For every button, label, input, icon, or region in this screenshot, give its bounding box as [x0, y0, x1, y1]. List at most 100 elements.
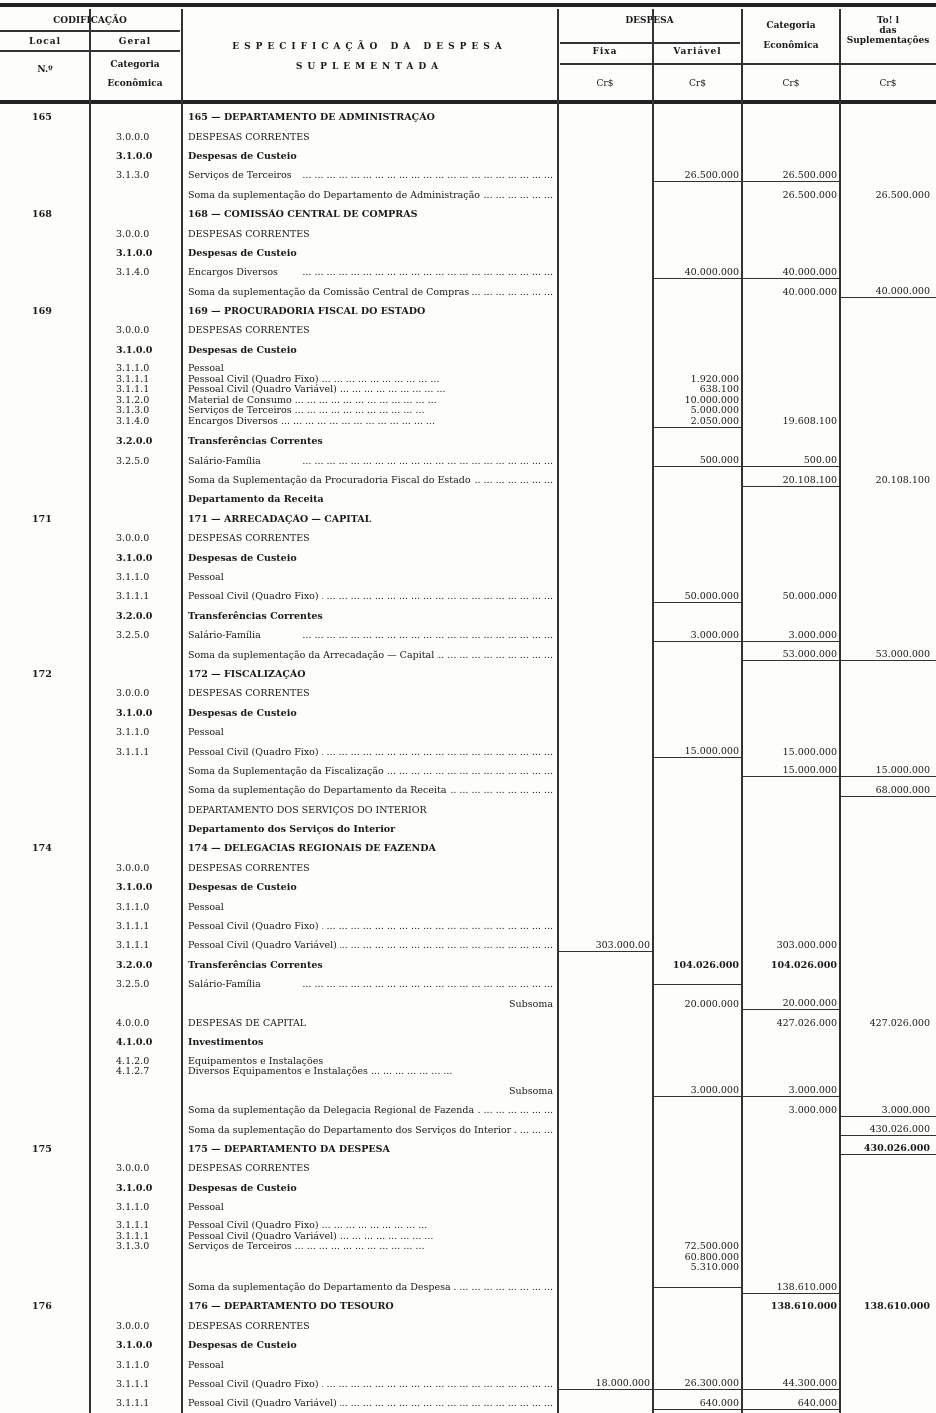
local-code: 176: [32, 1301, 52, 1313]
table-row: 3.1.1.0 Pessoal: [0, 568, 936, 587]
geral-code: 3.1.3.0: [116, 170, 150, 182]
categoria-value: 138.610.000: [742, 1282, 840, 1294]
table-row: 3.1.0.0 Despesas de Custeio: [0, 1336, 936, 1355]
specification-text: DESPESAS CORRENTES: [188, 1163, 310, 1175]
specification: Despesas de Custeio: [182, 151, 557, 162]
specification-text: Encargos Diversos: [188, 267, 281, 279]
geral-code: 3.0.0.0: [116, 325, 150, 337]
table-row: 171 171 — ARRECADAÇÃO — CAPITAL: [0, 510, 936, 529]
header-categoria-economica-geral: Categoria Econômica: [107, 60, 163, 89]
table-row: Soma da suplementação do Departamento da…: [0, 1278, 936, 1297]
geral-code: 3.1.1.0 3.1.1.1 3.1.1.1 3.1.2.0 3.1.3.0 …: [116, 364, 150, 427]
categoria-value: 138.610.000: [770, 1301, 837, 1313]
total-value: 138.610.000: [863, 1301, 930, 1313]
categoria-value: 26.500.000: [782, 189, 837, 201]
table-row: Subsoma 3.000.000 3.000.000: [0, 1082, 936, 1101]
table-row: 3.1.1.0 Pessoal: [0, 1198, 936, 1217]
specification: Serviços de Terceiros: [182, 170, 557, 182]
header-numero: N.º: [37, 65, 53, 75]
specification-text: Soma da suplementação do Departamento da…: [188, 1282, 454, 1293]
geral-code: 3.0.0.0: [116, 688, 150, 700]
table-row: 3.0.0.0 DESPESAS CORRENTES: [0, 1317, 936, 1336]
specification-text: Departamento da Receita: [188, 494, 324, 506]
table-row: 4.0.0.0 DESPESAS DE CAPITAL 427.026.000 427…: [0, 1014, 936, 1033]
specification: Despesas de Custeio: [182, 248, 557, 259]
specification-text: Serviços de Terceiros: [188, 170, 295, 182]
geral-code: 3.1.0.0: [116, 150, 153, 162]
specification-text: Pessoal Civil (Quadro Fixo): [188, 746, 322, 758]
geral-code: 3.0.0.0: [116, 1320, 150, 1332]
table-row: Soma da suplementação do Departamento de…: [0, 186, 936, 205]
variavel-value: 640.000: [653, 1398, 742, 1410]
geral-code: 4.1.0.0: [116, 1037, 153, 1049]
categoria-value: 20.000.000: [742, 998, 840, 1011]
specification-text: Subsoma: [509, 998, 553, 1010]
specification: Pessoal Civil (Quadro Variável): [182, 940, 557, 952]
table-row: 174 174 — DELEGACIAS REGIONAIS DE FAZENDA: [0, 839, 936, 858]
specification-text: Transferências Correntes: [188, 436, 323, 448]
table-row: 168 168 — COMISSÃO CENTRAL DE COMPRAS: [0, 205, 936, 224]
local-code: 172: [32, 668, 52, 680]
table-row: 3.1.0.0 Despesas de Custeio: [0, 878, 936, 897]
specification: DESPESAS CORRENTES: [182, 863, 557, 874]
fixa-value: 303.000.00: [557, 940, 653, 952]
specification-text: Despesas de Custeio: [188, 1182, 297, 1194]
table-row: 4.1.2.0 4.1.2.7 Equipamentos e Instalaçõe…: [0, 1053, 936, 1082]
total-value: 40.000.000: [840, 286, 936, 299]
categoria-value: 303.000.000: [776, 940, 837, 952]
column-divider: [652, 9, 654, 1413]
specification: Equipamentos e Instalações Diversos Equi…: [182, 1057, 557, 1078]
header-total: To! l das Suplementações: [846, 16, 930, 46]
specification: Departamento da Receita: [182, 494, 557, 505]
specification: Pessoal: [182, 1202, 557, 1213]
specification-text: Departamento dos Serviços do Interior: [188, 824, 396, 836]
table-row: 3.0.0.0 DESPESAS CORRENTES: [0, 529, 936, 548]
specification-text: Despesas de Custeio: [188, 707, 297, 719]
variavel-value: 50.000.000: [653, 591, 742, 603]
categoria-value: 3.000.000: [742, 1085, 840, 1098]
geral-code: 4.0.0.0: [116, 1017, 150, 1029]
geral-code: 3.1.1.0: [116, 572, 150, 583]
table-row: 175 175 — DEPARTAMENTO DA DESPESA 430.026.…: [0, 1140, 936, 1159]
table-row: 3.1.1.1 Pessoal Civil (Quadro Fixo) 50.000…: [0, 587, 936, 606]
table-row: 3.0.0.0 DESPESAS CORRENTES: [0, 684, 936, 703]
local-code: 165: [32, 112, 52, 124]
geral-code: 3.1.1.1: [116, 940, 150, 952]
specification: 175 — DEPARTAMENTO DA DESPESA: [182, 1144, 557, 1155]
table-row: 176 176 — DEPARTAMENTO DO TESOURO 138.610.…: [0, 1297, 936, 1316]
categoria-value: 3.000.000: [742, 630, 840, 642]
specification-text: Salário-Família: [188, 630, 264, 642]
variavel-value: 104.026.000: [672, 959, 739, 971]
table-row: 3.2.5.0 Salário-Família: [0, 975, 936, 994]
specification: DESPESAS DE CAPITAL: [182, 1018, 557, 1029]
header-currency-total: Cr$: [879, 79, 897, 89]
header-currency-fixa: Cr$: [596, 79, 614, 89]
specification: Soma da suplementação do Departamento da…: [182, 1282, 557, 1293]
specification-text: Pessoal Civil (Quadro Variável): [188, 940, 340, 952]
table-row: Departamento da Receita: [0, 490, 936, 509]
specification-text: Soma da suplementação do Departamento do…: [188, 1124, 515, 1136]
specification: Pessoal: [182, 902, 557, 913]
geral-code: 3.1.0.0: [116, 882, 153, 894]
geral-code: 3.0.0.0: [116, 862, 150, 874]
variavel-value: 1.920.000 638.100 10.000.000 5.000.000 2…: [653, 364, 742, 429]
specification: 171 — ARRECADAÇÃO — CAPITAL: [182, 514, 557, 525]
categoria-value: 40.000.000: [782, 286, 837, 298]
specification: Soma da suplementação da Comissão Centra…: [182, 286, 557, 298]
specification-text: 165 — DEPARTAMENTO DE ADMINISTRAÇÃO: [188, 112, 435, 124]
specification-text: Despesas de Custeio: [188, 247, 297, 259]
specification-text: Soma da suplementação do Departamento da…: [188, 785, 450, 797]
table-row: Soma da Suplementação da Fiscalização 15.…: [0, 762, 936, 781]
table-row: 3.1.4.0 Encargos Diversos 40.000.00040.000…: [0, 263, 936, 282]
table-row: 3.1.1.0 3.1.1.1 3.1.1.1 3.1.2.0 3.1.3.0 …: [0, 360, 936, 432]
geral-code: 3.1.1.1: [116, 1398, 150, 1410]
specification: Despesas de Custeio: [182, 553, 557, 564]
fixa-value: 18.000.000: [557, 1378, 653, 1391]
specification-text: 174 — DELEGACIAS REGIONAIS DE FAZENDA: [188, 843, 436, 855]
header-currency-categoria: Cr$: [782, 79, 800, 89]
geral-code: 3.2.5.0: [116, 979, 150, 991]
specification: DESPESAS CORRENTES: [182, 1163, 557, 1174]
specification: Salário-Família: [182, 979, 557, 991]
specification-text: Equipamentos e Instalações Diversos Equi…: [188, 1056, 453, 1078]
